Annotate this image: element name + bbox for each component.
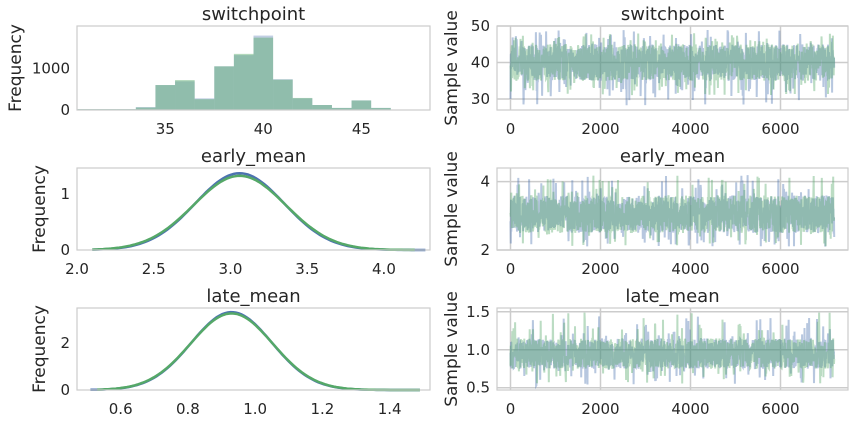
histogram-bar bbox=[273, 79, 293, 110]
histogram-bar bbox=[175, 81, 195, 110]
trace-line bbox=[509, 312, 836, 384]
y-tick-label: 1.5 bbox=[466, 303, 490, 321]
y-tick-label: 0 bbox=[60, 101, 70, 119]
axes-frame bbox=[496, 25, 849, 111]
histogram-bar bbox=[312, 105, 332, 110]
trace-line bbox=[509, 316, 836, 390]
y-axis-label: Sample value bbox=[442, 151, 462, 267]
x-tick-label: 1.4 bbox=[378, 400, 402, 418]
axes-frame bbox=[76, 25, 431, 111]
y-tick-label: 1 bbox=[60, 185, 70, 203]
axes-frame bbox=[496, 307, 849, 391]
trace-line bbox=[509, 175, 836, 247]
trace-line bbox=[509, 175, 836, 247]
x-tick-label: 2000 bbox=[581, 400, 619, 418]
panel-2: 2.0 2.5 3.0 3.5 4.0 0 1 early_mean Frequency bbox=[30, 146, 431, 278]
histogram-bar bbox=[253, 37, 274, 110]
histogram-bar bbox=[253, 35, 274, 110]
x-tick-label: 0 bbox=[506, 260, 516, 278]
x-tick-label: 6000 bbox=[761, 400, 799, 418]
histogram-bar bbox=[351, 100, 372, 110]
histogram-bar bbox=[155, 85, 176, 110]
x-tick-label: 0.6 bbox=[109, 400, 133, 418]
x-tick-label: 2.5 bbox=[142, 260, 166, 278]
x-tick-label: 6000 bbox=[761, 120, 799, 138]
kde-line bbox=[92, 174, 415, 252]
trace-line bbox=[509, 33, 835, 96]
panel-title: switchpoint bbox=[621, 4, 724, 25]
x-tick-label: 4000 bbox=[671, 400, 709, 418]
y-tick-label: 1000 bbox=[32, 59, 70, 77]
x-tick-label: 4000 bbox=[671, 120, 709, 138]
y-tick-label: 30 bbox=[471, 90, 490, 108]
histogram-bar bbox=[351, 100, 372, 110]
y-tick-label: 0 bbox=[60, 241, 70, 259]
y-axis-label: Frequency bbox=[30, 165, 50, 253]
panel-5: 0 2000 4000 6000 0.5 1.0 1.5 late_mean Sample va… bbox=[442, 286, 849, 418]
histogram-bar bbox=[155, 85, 176, 110]
y-tick-label: 50 bbox=[471, 17, 490, 35]
histogram-bar bbox=[214, 66, 234, 110]
x-tick-label: 0 bbox=[506, 400, 516, 418]
panel-3: 0 2000 4000 6000 2 4 early_mean Sample value bbox=[442, 146, 849, 278]
y-tick-label: 4 bbox=[480, 173, 490, 191]
histogram-bar bbox=[233, 55, 254, 110]
histogram-bar bbox=[175, 80, 195, 110]
trace-line bbox=[509, 29, 836, 106]
histogram-bar bbox=[292, 98, 313, 110]
y-tick-label: 2 bbox=[480, 241, 490, 259]
y-tick-label: 1.0 bbox=[466, 341, 490, 359]
histogram-bar bbox=[371, 107, 391, 110]
histogram-bar bbox=[273, 79, 293, 110]
x-tick-label: 2000 bbox=[581, 120, 619, 138]
kde-line bbox=[97, 312, 420, 392]
axes-frame bbox=[496, 167, 849, 251]
x-tick-label: 2000 bbox=[581, 260, 619, 278]
panel-1: 0 2000 4000 6000 30 40 50 switchpoint Sample val… bbox=[442, 4, 849, 138]
histogram-bar bbox=[371, 107, 391, 110]
y-tick-label: 40 bbox=[471, 54, 490, 72]
x-tick-label: 6000 bbox=[761, 260, 799, 278]
x-tick-label: 35 bbox=[156, 120, 175, 138]
y-tick-label: 2 bbox=[60, 334, 70, 352]
axes-frame bbox=[76, 167, 431, 251]
panel-title: late_mean bbox=[625, 286, 719, 307]
y-axis-label: Frequency bbox=[30, 305, 50, 393]
histogram-bar bbox=[214, 66, 234, 110]
x-tick-label: 4000 bbox=[671, 260, 709, 278]
x-tick-label: 0.8 bbox=[176, 400, 200, 418]
histogram-bar bbox=[331, 107, 352, 110]
y-tick-label: 0.5 bbox=[466, 379, 490, 397]
panel-0: 35 40 45 0 1000 switchpoint Frequency bbox=[6, 4, 431, 138]
x-tick-label: 2.0 bbox=[65, 260, 89, 278]
histogram-bar bbox=[135, 107, 156, 110]
y-axis-label: Sample value bbox=[442, 291, 462, 407]
histogram-bar bbox=[292, 97, 313, 110]
x-tick-label: 40 bbox=[254, 120, 273, 138]
panel-4: 0.6 0.8 1.0 1.2 1.4 0 2 late_mean Frequency bbox=[30, 286, 431, 418]
panel-title: early_mean bbox=[620, 146, 725, 167]
x-tick-label: 3.0 bbox=[219, 260, 243, 278]
y-tick-label: 0 bbox=[60, 381, 70, 399]
x-tick-label: 0 bbox=[506, 120, 516, 138]
x-tick-label: 45 bbox=[352, 120, 371, 138]
histogram-bar bbox=[312, 105, 332, 110]
x-tick-label: 1.0 bbox=[243, 400, 267, 418]
x-tick-label: 4.0 bbox=[372, 260, 396, 278]
x-tick-label: 3.5 bbox=[295, 260, 319, 278]
histogram-bar bbox=[331, 107, 352, 110]
panel-title: early_mean bbox=[201, 146, 306, 167]
y-axis-label: Frequency bbox=[6, 24, 26, 112]
histogram-bar bbox=[233, 53, 254, 110]
kde-line bbox=[92, 172, 426, 252]
panel-title: switchpoint bbox=[202, 4, 305, 25]
histogram-bar bbox=[194, 99, 215, 110]
panel-title: late_mean bbox=[206, 286, 300, 307]
x-tick-label: 1.2 bbox=[310, 400, 334, 418]
axes-frame bbox=[76, 307, 431, 391]
histogram-bar bbox=[135, 107, 156, 110]
histogram-bar bbox=[194, 98, 215, 110]
y-axis-label: Sample value bbox=[442, 10, 462, 126]
